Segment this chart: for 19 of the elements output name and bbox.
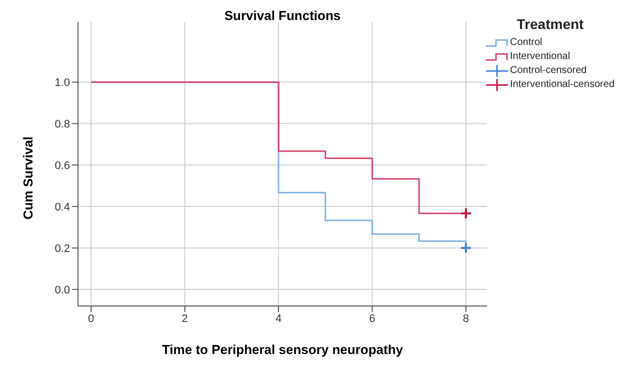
y-tick-label: 0.2	[54, 242, 70, 255]
legend-label: Control	[510, 36, 542, 50]
legend-label: Interventional-censored	[510, 78, 615, 92]
chart-title: Survival Functions	[223, 8, 342, 23]
y-tick-label: 0.8	[54, 118, 70, 130]
y-tick-label: 0.6	[54, 160, 70, 172]
legend-label: Interventional	[510, 50, 570, 64]
y-axis-title: Cum Survival	[20, 136, 36, 220]
y-tick-label: 0.4	[54, 201, 70, 214]
x-tick-label: 0	[88, 312, 94, 325]
x-tick-label: 6	[369, 312, 376, 325]
y-tick-label: 1.0	[54, 77, 70, 90]
x-tick-label: 8	[462, 312, 469, 325]
x-tick-label: 4	[275, 312, 282, 325]
x-axis-title: Time to Peripheral sensory neuropathy	[160, 342, 404, 357]
legend-label: Control-censored	[510, 64, 587, 78]
legend-title: Treatment	[516, 16, 585, 32]
x-tick-label: 2	[182, 312, 188, 325]
y-tick-label: 0.0	[54, 284, 70, 296]
